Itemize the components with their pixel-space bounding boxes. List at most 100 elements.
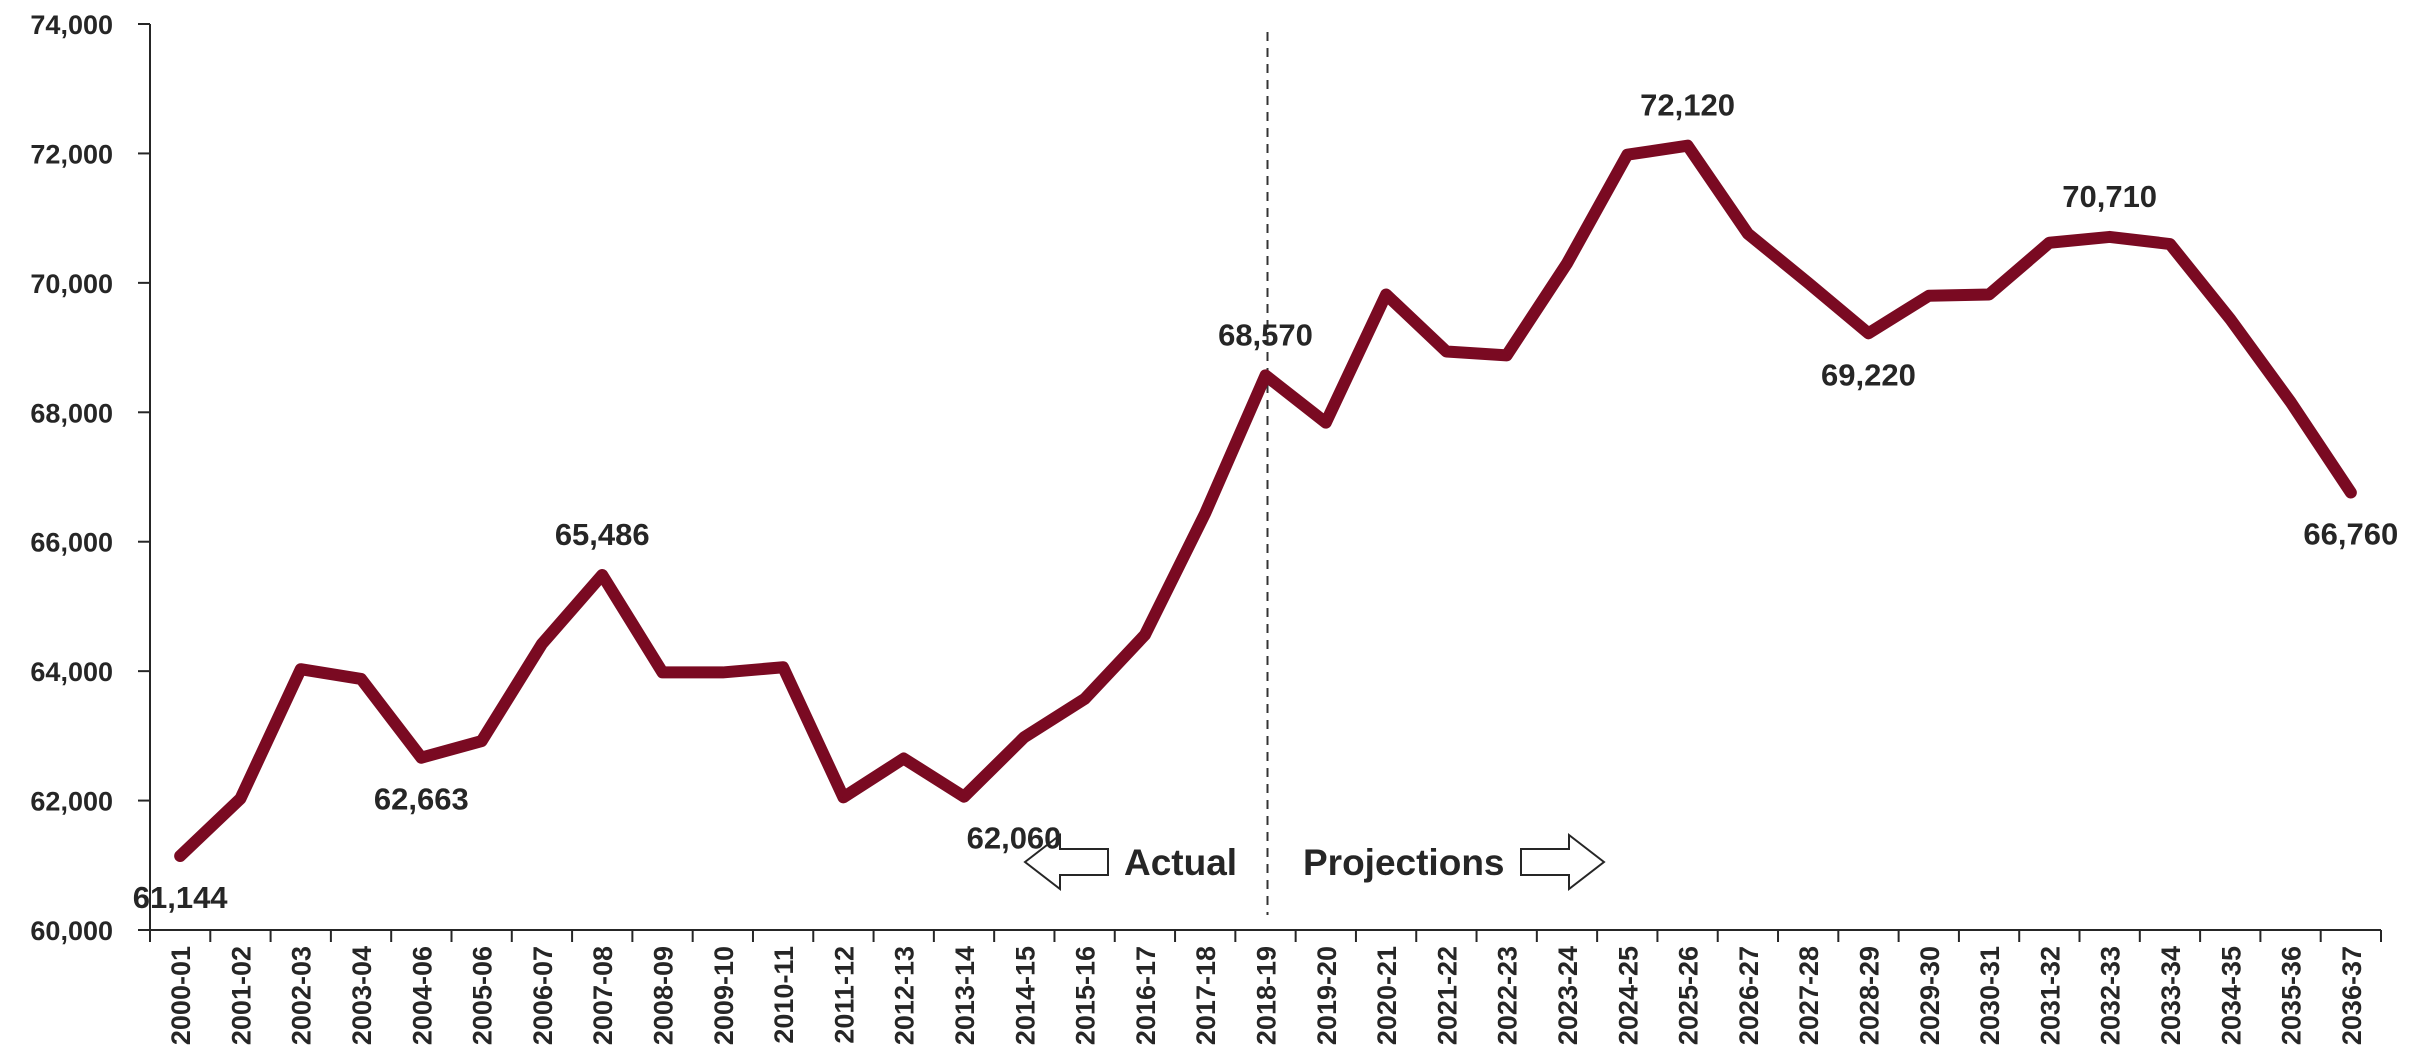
x-tick-label: 2020-21 — [1372, 946, 1402, 1045]
y-tick-label: 62,000 — [30, 787, 113, 817]
data-point — [1927, 294, 1930, 297]
y-tick-label: 66,000 — [30, 528, 113, 558]
data-label: 62,060 — [967, 821, 1062, 856]
x-tick-label: 2004-06 — [407, 946, 437, 1045]
x-tick-label: 2028-29 — [1854, 946, 1884, 1045]
data-point — [239, 797, 242, 800]
x-tick-label: 2001-02 — [226, 946, 256, 1045]
data-point — [1807, 281, 1810, 284]
data-point — [1385, 293, 1388, 296]
x-tick-label: 2016-17 — [1131, 946, 1161, 1045]
data-point — [2229, 318, 2232, 321]
data-point — [1686, 144, 1689, 147]
data-point — [1083, 697, 1086, 700]
data-point — [480, 740, 483, 743]
data-label: 68,570 — [1218, 317, 1313, 352]
data-point — [1988, 293, 1991, 296]
data-label: 62,663 — [374, 782, 469, 817]
x-tick-label: 2003-04 — [347, 946, 377, 1045]
data-point — [1626, 153, 1629, 156]
x-tick-label: 2025-26 — [1674, 946, 1704, 1045]
data-point — [540, 642, 543, 645]
y-tick-label: 68,000 — [30, 398, 113, 428]
data-label: 61,144 — [133, 880, 229, 915]
x-tick-label: 2008-09 — [649, 946, 679, 1045]
x-tick-label: 2022-23 — [1493, 946, 1523, 1045]
data-point — [2349, 491, 2352, 494]
data-point — [1143, 633, 1146, 636]
right-arrow-icon — [1520, 832, 1606, 892]
x-tick-label: 2029-30 — [1915, 946, 1945, 1045]
series-group — [174, 139, 2357, 862]
data-label: 72,120 — [1640, 88, 1735, 123]
data-point — [1505, 354, 1508, 357]
data-point — [360, 677, 363, 680]
data-point — [1023, 736, 1026, 739]
data-point — [1867, 332, 1870, 335]
x-tick-label: 2007-08 — [588, 946, 618, 1045]
x-tick-label: 2024-25 — [1613, 946, 1643, 1045]
data-point — [420, 756, 423, 759]
x-tick-label: 2036-37 — [2337, 946, 2367, 1045]
x-tick-label: 2030-31 — [1975, 946, 2005, 1045]
data-label: 65,486 — [555, 517, 650, 552]
y-tick-label: 64,000 — [30, 657, 113, 687]
data-point — [601, 573, 604, 576]
x-tick-label: 2006-07 — [528, 946, 558, 1045]
region-labels: Actual Projections — [1023, 832, 1606, 892]
x-tick-label: 2021-22 — [1432, 946, 1462, 1045]
actual-label: Actual — [1124, 842, 1237, 883]
series-line — [174, 139, 2357, 862]
data-label: 66,760 — [2303, 517, 2398, 552]
x-tick-label: 2009-10 — [709, 946, 739, 1045]
x-tick-label: 2032-33 — [2096, 946, 2126, 1045]
axes — [149, 24, 2381, 931]
x-tick-label: 2017-18 — [1191, 946, 1221, 1045]
data-point — [1264, 374, 1267, 377]
x-tick-label: 2023-24 — [1553, 946, 1583, 1045]
x-tick-label: 2005-06 — [468, 946, 498, 1045]
data-point — [1565, 262, 1568, 265]
data-point — [1204, 512, 1207, 515]
data-point — [963, 795, 966, 798]
x-tick-label: 2027-28 — [1794, 946, 1824, 1045]
data-point — [721, 671, 724, 674]
x-tick-label: 2034-35 — [2216, 946, 2246, 1045]
y-tick-label: 72,000 — [30, 139, 113, 169]
data-label: 70,710 — [2062, 179, 2157, 214]
data-point — [902, 757, 905, 760]
data-point — [2168, 243, 2171, 246]
data-point — [782, 666, 785, 669]
data-point — [1324, 421, 1327, 424]
data-point — [2048, 241, 2051, 244]
left-arrow-icon — [1023, 832, 1109, 892]
x-tick-label: 2013-14 — [950, 946, 980, 1045]
x-tick-label: 2018-19 — [1252, 946, 1282, 1045]
y-tick-label: 74,000 — [30, 10, 113, 40]
data-point — [179, 854, 182, 857]
y-axis-ticks: 60,000 62,000 64,000 66,000 68,000 70,000 72,0… — [30, 10, 150, 946]
x-tick-label: 2011-12 — [829, 946, 859, 1044]
projections-label: Projections — [1303, 842, 1505, 883]
x-axis-ticks: 2000-01 2001-02 2002-03 2003-04 2004-06 2005-… — [149, 930, 2382, 1045]
data-point — [1746, 232, 1749, 235]
data-point — [2289, 400, 2292, 403]
y-tick-label: 60,000 — [30, 916, 113, 946]
x-tick-label: 2019-20 — [1312, 946, 1342, 1045]
x-tick-label: 2031-32 — [2035, 946, 2065, 1045]
x-tick-label: 2002-03 — [287, 946, 317, 1045]
x-tick-label: 2015-16 — [1071, 946, 1101, 1045]
x-tick-label: 2000-01 — [166, 946, 196, 1045]
data-point — [1445, 350, 1448, 353]
data-point — [299, 668, 302, 671]
x-tick-label: 2026-27 — [1734, 946, 1764, 1045]
y-tick-label: 70,000 — [30, 269, 113, 299]
data-point — [661, 671, 664, 674]
data-labels: 61,144 62,663 65,486 62,060 68,570 72,120 69,2… — [133, 88, 2399, 915]
x-tick-label: 2033-34 — [2156, 946, 2186, 1045]
x-tick-label: 2014-15 — [1010, 946, 1040, 1045]
x-tick-label: 2035-36 — [2277, 946, 2307, 1045]
data-point — [842, 796, 845, 799]
x-tick-label: 2012-13 — [890, 946, 920, 1045]
